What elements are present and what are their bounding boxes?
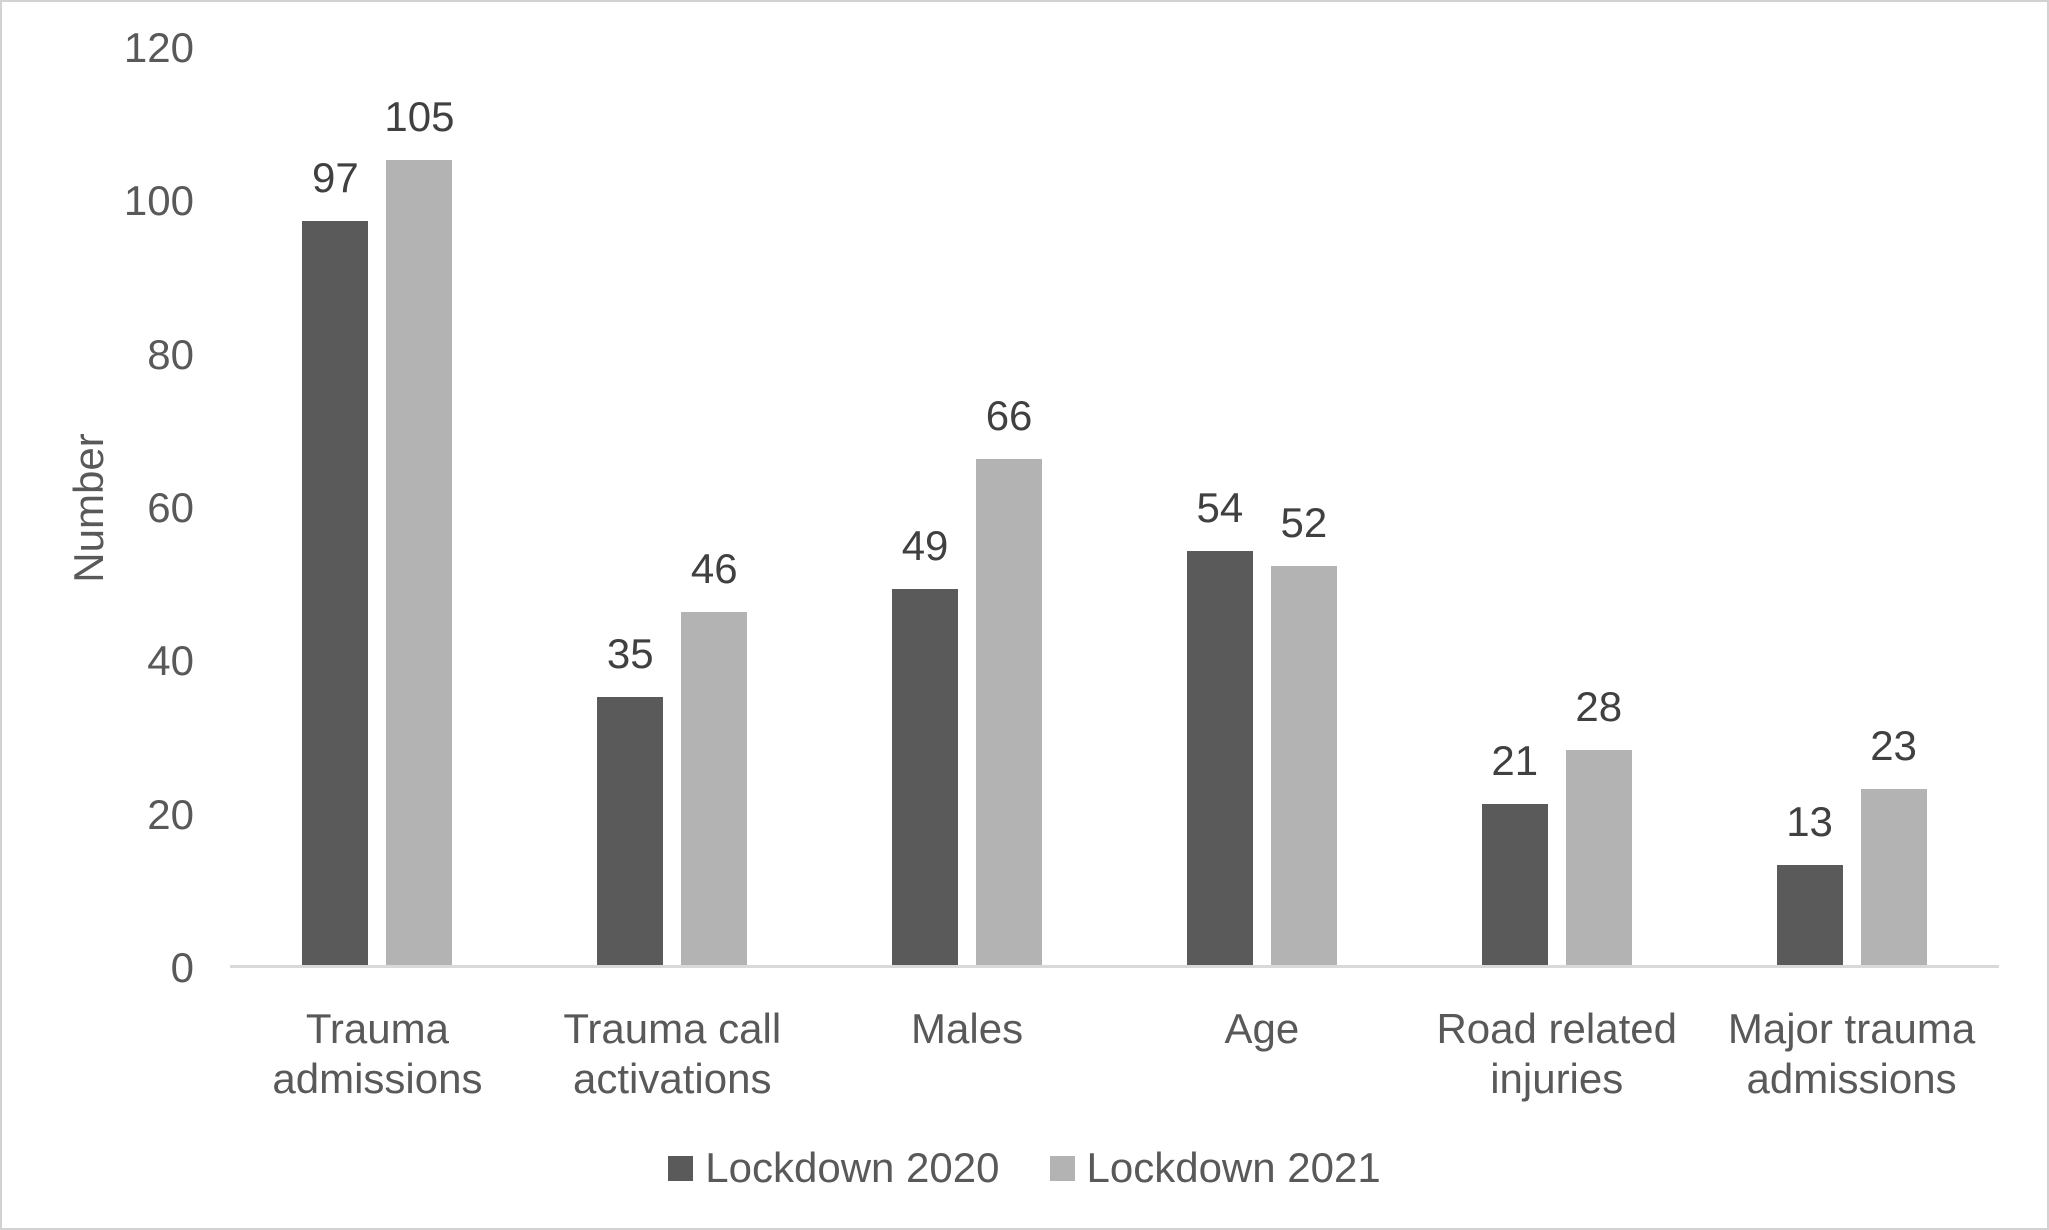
- y-tick-label: 0: [170, 944, 194, 991]
- bar-lockdown-2020-road-related-injuries: 21: [1481, 740, 1548, 965]
- bar-group-road-related-injuries: 21 28: [1409, 48, 1704, 965]
- x-category-label-trauma-admissions: Trauma admissions: [272, 1005, 483, 1102]
- y-tick-label: 100: [123, 177, 194, 225]
- x-category-label-major-trauma-admissions: Major trauma admissions: [1727, 1005, 1976, 1102]
- y-tick-label: 80: [147, 330, 194, 378]
- bar-value-label: 13: [1786, 798, 1833, 846]
- bar-lockdown-2020-trauma-call-activations: 35: [597, 632, 664, 965]
- x-axis-category-labels: Trauma admissions Trauma call activations…: [230, 1004, 1999, 1104]
- bar-lockdown-2021-trauma-admissions: 105: [384, 96, 454, 965]
- bar-group-major-trauma-admissions: 13 23: [1704, 48, 1999, 965]
- bar-lockdown-2021-major-trauma-admissions: 23: [1860, 724, 1927, 965]
- bar-group-age: 54 52: [1114, 48, 1409, 965]
- bar-group-trauma-call-activations: 35 46: [525, 48, 820, 965]
- y-tick-label: 40: [147, 637, 194, 685]
- bar-value-label: 54: [1196, 484, 1244, 531]
- bar-value-label: 23: [1870, 721, 1917, 769]
- bar-group-males: 49 66: [820, 48, 1115, 965]
- bar-value-label: 52: [1280, 499, 1328, 547]
- legend-item-lockdown-2021: Lockdown 2021: [1049, 1144, 1381, 1191]
- bar-lockdown-2021-males: 66: [976, 395, 1043, 965]
- x-category-label-males: Males: [911, 1005, 1024, 1052]
- bar-value-label: 46: [690, 545, 738, 593]
- bar-lockdown-2021-trauma-call-activations: 46: [681, 548, 748, 965]
- bar-value-label: 105: [384, 93, 455, 140]
- x-category-label-age: Age: [1224, 1005, 1300, 1052]
- bar-lockdown-2021-age: 52: [1270, 502, 1337, 965]
- bar-lockdown-2020-trauma-admissions: 97: [302, 157, 369, 965]
- bar-value-label: 97: [312, 154, 359, 202]
- x-category-label-road-related-injuries: Road related injuries: [1436, 1005, 1677, 1102]
- bar-value-label: 49: [901, 522, 949, 570]
- bar-value-label: 66: [985, 392, 1033, 439]
- bar-lockdown-2020-major-trauma-admissions: 13: [1776, 801, 1843, 965]
- bar-lockdown-2020-males: 49: [892, 525, 959, 965]
- bar-group-trauma-admissions: 97 105: [230, 48, 525, 965]
- y-tick-label: 60: [147, 484, 194, 531]
- bar-lockdown-2020-age: 54: [1186, 487, 1253, 965]
- legend-swatch-lockdown-2020: [668, 1155, 694, 1181]
- legend-label: Lockdown 2021: [1086, 1144, 1381, 1191]
- chart-legend: Lockdown 2020 Lockdown 2021: [2, 1147, 2047, 1189]
- y-tick-label: 120: [123, 24, 194, 71]
- bar-value-label: 28: [1575, 683, 1623, 731]
- bar-value-label: 35: [606, 629, 654, 677]
- plot-area: 97 105 35 46 49 66 54 52 21 28 13 23: [230, 48, 1999, 968]
- legend-item-lockdown-2020: Lockdown 2020: [668, 1144, 1000, 1191]
- bar-value-label: 21: [1491, 737, 1539, 784]
- legend-label: Lockdown 2020: [705, 1144, 1000, 1191]
- bar-lockdown-2021-road-related-injuries: 28: [1565, 686, 1632, 965]
- y-tick-label: 20: [147, 790, 194, 838]
- x-category-label-trauma-call-activations: Trauma call activations: [563, 1005, 782, 1102]
- legend-swatch-lockdown-2021: [1049, 1155, 1075, 1181]
